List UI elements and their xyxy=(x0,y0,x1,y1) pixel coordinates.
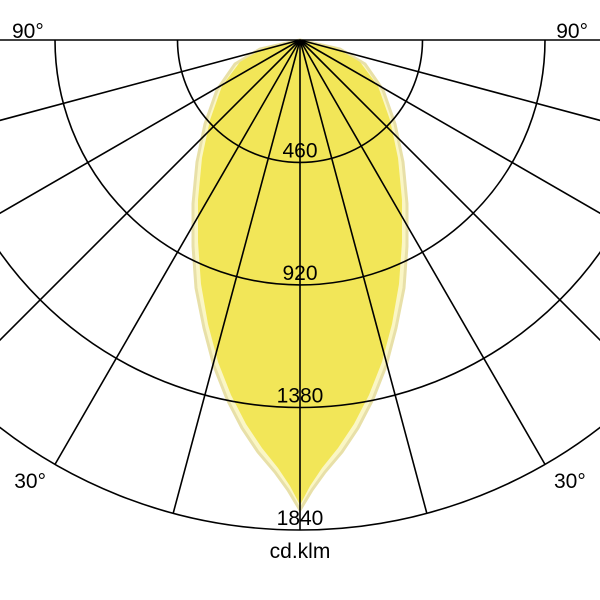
polar-chart: 4609201380184090°60°30°90°60°30°cd.klm xyxy=(0,0,600,600)
angle-label-right-30: 30° xyxy=(554,470,586,493)
ring-label-1380: 1380 xyxy=(277,385,324,408)
angle-label-left-30: 30° xyxy=(14,470,46,493)
ring-label-920: 920 xyxy=(282,262,317,285)
ring-label-460: 460 xyxy=(282,140,317,163)
angle-label-right-90: 90° xyxy=(556,20,588,43)
angle-label-left-90: 90° xyxy=(12,20,44,43)
ring-label-1840: 1840 xyxy=(277,507,324,530)
unit-label: cd.klm xyxy=(270,540,331,563)
